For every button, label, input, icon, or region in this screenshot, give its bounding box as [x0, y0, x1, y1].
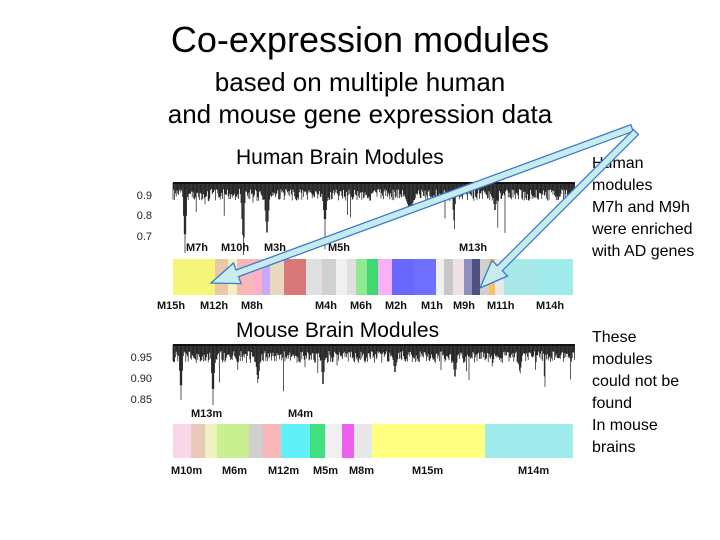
note-line: could not be [592, 373, 680, 390]
module-color-segment [471, 259, 481, 295]
mouse-module-label: M14m [518, 465, 550, 477]
module-color-segment [248, 424, 264, 458]
human-ytick: 0.9 [136, 190, 152, 202]
human-module-label: M13h [459, 242, 488, 254]
module-color-segment [342, 424, 354, 458]
note-line: modules [592, 177, 653, 194]
note-line: M7h and M9h [592, 199, 690, 216]
module-color-segment [324, 424, 343, 458]
module-color-segment [371, 424, 486, 458]
dendrogram-branches [172, 345, 575, 405]
human-module-label: M8h [241, 300, 263, 312]
module-color-segment [205, 424, 217, 458]
note-line: modules [592, 351, 653, 368]
human-module-label: M4h [315, 300, 337, 312]
mouse-module-label: M8m [349, 465, 375, 477]
note-line: with AD genes [592, 243, 695, 260]
human-module-label: M15h [157, 300, 186, 312]
human-module-label: M10h [221, 242, 250, 254]
module-color-segment [503, 259, 537, 295]
module-color-segment [173, 424, 191, 458]
module-color-segment [413, 259, 436, 295]
module-color-segment [281, 424, 311, 458]
module-color-segment [435, 259, 445, 295]
human-module-colorbar [173, 259, 573, 295]
module-color-segment [452, 259, 464, 295]
human-module-label: M5h [328, 242, 350, 254]
module-color-segment [173, 259, 215, 295]
mouse-module-label: M12m [268, 465, 300, 477]
human-module-label: M14h [536, 300, 565, 312]
module-color-segment [322, 259, 337, 295]
mouse-ytick: 0.90 [130, 373, 152, 385]
module-color-segment [228, 259, 237, 295]
module-color-segment [347, 259, 356, 295]
human-module-label: M2h [385, 300, 407, 312]
module-color-segment [283, 259, 306, 295]
module-color-segment [305, 259, 323, 295]
module-color-segment [261, 259, 270, 295]
module-color-segment [495, 259, 504, 295]
module-color-segment [377, 259, 392, 295]
human-module-label: M11h [487, 300, 515, 312]
human-module-label: M1h [421, 300, 443, 312]
mouse-module-label: M5m [313, 465, 339, 477]
mouse-ytick: 0.95 [130, 352, 152, 364]
note-line: brains [592, 439, 636, 456]
human-module-label: M3h [264, 242, 286, 254]
human-ytick: 0.7 [136, 231, 152, 243]
human-module-label: M9h [453, 300, 475, 312]
module-color-segment [463, 259, 472, 295]
module-color-segment [391, 259, 414, 295]
module-color-segment [366, 259, 378, 295]
note-line: found [592, 395, 633, 412]
module-color-segment [488, 259, 496, 295]
module-color-segment [355, 259, 367, 295]
module-color-segment [253, 259, 262, 295]
module-color-segment [190, 424, 206, 458]
module-color-segment [485, 424, 573, 458]
module-color-segment [336, 259, 348, 295]
mouse-module-label: M13m [191, 408, 223, 420]
human-annotation: Human modules M7h and M9h were enriched … [592, 153, 717, 263]
module-color-segment [536, 259, 573, 295]
slide-title: Co-expression modules [170, 19, 550, 60]
module-color-segment [269, 259, 284, 295]
module-color-segment [214, 259, 229, 295]
human-module-label: M7h [186, 242, 208, 254]
mouse-annotation: These modules could not be found In mous… [592, 327, 717, 459]
note-line: These [592, 329, 637, 346]
module-color-segment [236, 259, 254, 295]
subtitle-line-1: based on multiple human [214, 67, 506, 97]
note-line: Human [592, 155, 644, 172]
human-module-label: M6h [350, 300, 372, 312]
module-color-segment [310, 424, 325, 458]
module-color-segment [216, 424, 249, 458]
note-line: In mouse [592, 417, 658, 434]
mouse-panel-title: Mouse Brain Modules [236, 319, 440, 342]
mouse-module-label: M15m [412, 465, 444, 477]
human-ytick: 0.8 [136, 210, 152, 222]
note-line: were enriched [592, 221, 693, 238]
human-module-label: M12h [200, 300, 229, 312]
mouse-dendrogram [172, 344, 575, 405]
mouse-ytick: 0.85 [130, 394, 152, 406]
module-color-segment [444, 259, 453, 295]
mouse-module-label: M6m [222, 465, 248, 477]
mouse-module-colorbar [173, 424, 573, 458]
module-color-segment [480, 259, 489, 295]
module-color-segment [353, 424, 372, 458]
module-color-segment [263, 424, 281, 458]
mouse-module-label: M4m [288, 408, 314, 420]
mouse-module-label: M10m [171, 465, 203, 477]
